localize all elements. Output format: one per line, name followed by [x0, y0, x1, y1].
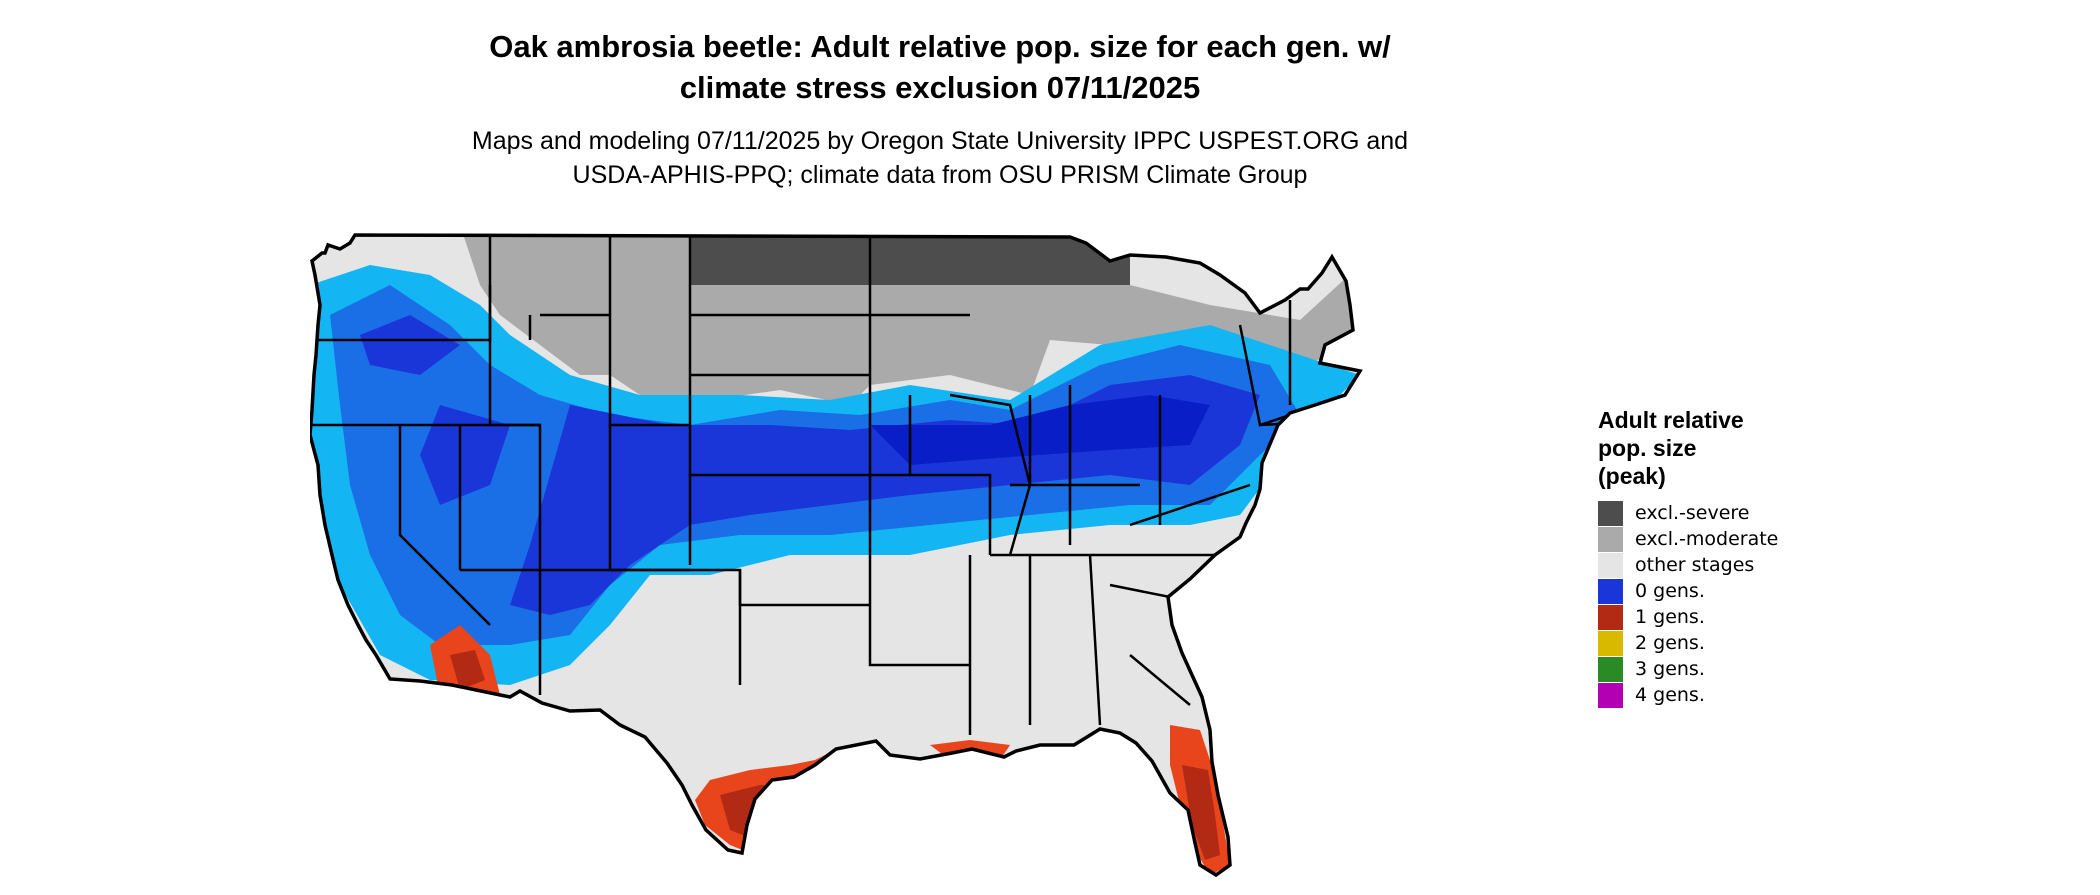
legend-label: 0 gens. — [1635, 580, 1705, 602]
map-subtitle: Maps and modeling 07/11/2025 by Oregon S… — [0, 124, 1880, 192]
legend: Adult relative pop. size (peak) excl.-se… — [1598, 406, 1858, 708]
legend-label: 1 gens. — [1635, 606, 1705, 628]
legend-swatch — [1598, 630, 1623, 656]
subtitle-line-2: USDA-APHIS-PPQ; climate data from OSU PR… — [572, 161, 1308, 189]
map-zones — [310, 235, 1360, 875]
legend-item-0-gens: 0 gens. — [1598, 578, 1858, 604]
legend-label: 4 gens. — [1635, 684, 1705, 706]
legend-item-1-gens: 1 gens. — [1598, 604, 1858, 630]
state-borders — [310, 235, 1351, 735]
legend-label: 3 gens. — [1635, 658, 1705, 680]
legend-item-excl-severe: excl.-severe — [1598, 500, 1858, 526]
legend-item-excl-moderate: excl.-moderate — [1598, 526, 1858, 552]
us-map — [310, 233, 1362, 877]
legend-swatch — [1598, 682, 1623, 708]
legend-title-line: pop. size — [1598, 435, 1697, 461]
zone-blue-northwest — [360, 315, 460, 375]
legend-item-other-stages: other stages — [1598, 552, 1858, 578]
legend-swatch — [1598, 500, 1623, 526]
legend-swatch — [1598, 552, 1623, 578]
legend-swatch — [1598, 526, 1623, 552]
subtitle-line-1: Maps and modeling 07/11/2025 by Oregon S… — [471, 127, 1409, 155]
legend-title-line: (peak) — [1598, 463, 1666, 489]
title-line-1: Oak ambrosia beetle: Adult relative pop.… — [489, 29, 1391, 64]
zone-blue-great-basin — [420, 405, 510, 505]
zone-darkred-arizona — [450, 650, 485, 690]
legend-title: Adult relative pop. size (peak) — [1598, 406, 1858, 490]
zone-severe-northwest — [750, 235, 870, 265]
legend-label: other stages — [1635, 554, 1755, 576]
legend-label: excl.-severe — [1635, 502, 1750, 524]
legend-label: 2 gens. — [1635, 632, 1705, 654]
legend-swatch — [1598, 656, 1623, 682]
zone-dark-blue — [870, 395, 1210, 465]
legend-swatch — [1598, 604, 1623, 630]
legend-swatch — [1598, 578, 1623, 604]
title-line-2: climate stress exclusion 07/11/2025 — [679, 70, 1201, 105]
map-title: Oak ambrosia beetle: Adult relative pop.… — [0, 26, 1880, 108]
legend-item-4-gens: 4 gens. — [1598, 682, 1858, 708]
legend-item-3-gens: 3 gens. — [1598, 656, 1858, 682]
legend-label: excl.-moderate — [1635, 528, 1779, 550]
legend-title-line: Adult relative — [1598, 407, 1744, 433]
legend-item-2-gens: 2 gens. — [1598, 630, 1858, 656]
zone-darkred-florida — [1182, 765, 1220, 860]
